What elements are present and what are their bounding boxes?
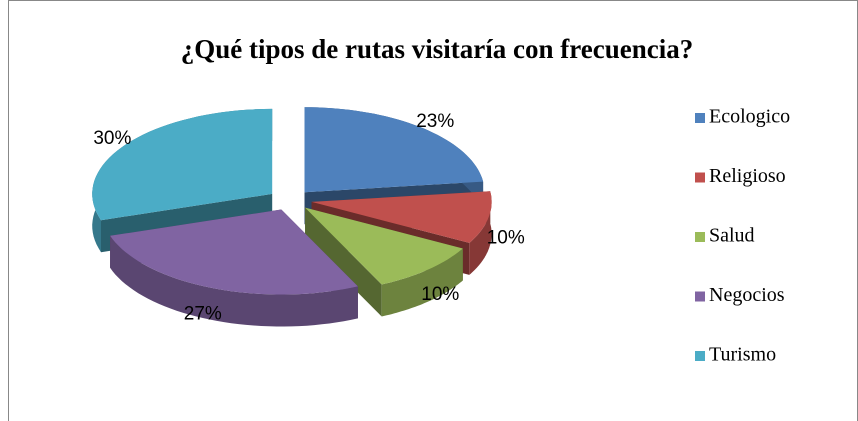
data-label: 30% <box>93 128 131 149</box>
slice-side <box>305 207 382 317</box>
legend-label: Negocios <box>709 284 785 306</box>
slice-side <box>110 235 358 327</box>
legend-swatch <box>695 172 705 183</box>
legend-label: Turismo <box>709 344 776 366</box>
legend-label: Ecologico <box>709 106 790 128</box>
legend-swatch <box>695 351 705 361</box>
legend-swatch <box>695 232 705 242</box>
slice-side <box>469 191 492 275</box>
legend-swatch <box>695 113 705 123</box>
slice <box>304 107 484 193</box>
data-label: 27% <box>184 303 222 324</box>
slice <box>110 209 358 295</box>
slice <box>305 207 463 285</box>
chart-title: ¿Qué tipos de rutas visitaría con frecue… <box>181 34 693 64</box>
data-label: 10% <box>487 228 525 249</box>
legend-label: Salud <box>709 225 755 247</box>
legend-swatch <box>695 291 705 302</box>
slice <box>311 191 492 243</box>
data-label: 10% <box>421 284 459 305</box>
slice-side <box>381 248 463 317</box>
legend-label: Religioso <box>709 165 786 187</box>
data-label: 23% <box>416 111 454 132</box>
slice <box>92 108 273 221</box>
